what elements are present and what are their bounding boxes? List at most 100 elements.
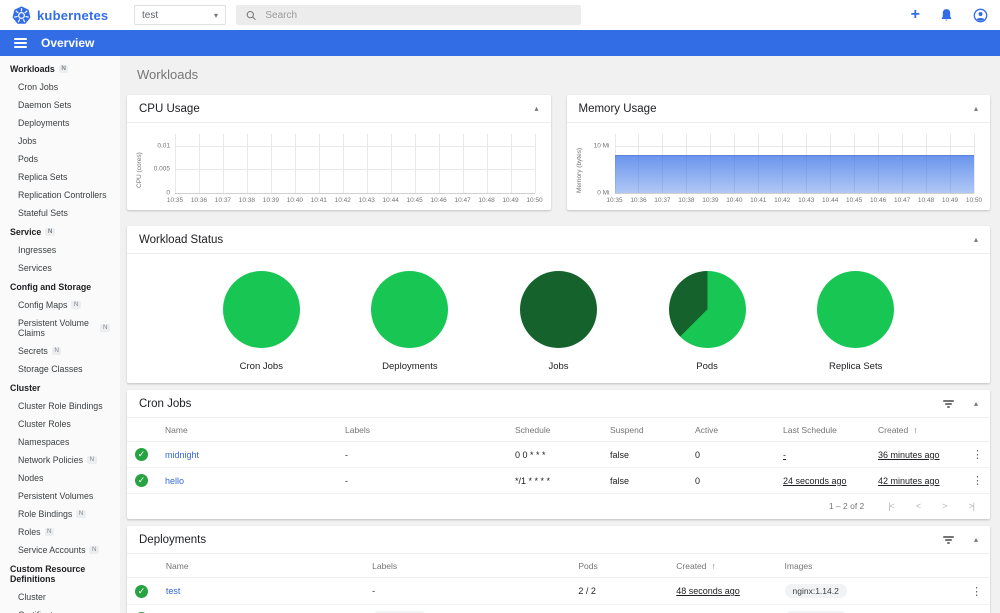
column-header-empty bbox=[963, 554, 990, 578]
filter-icon[interactable] bbox=[941, 534, 956, 545]
relative-time-link[interactable]: - bbox=[783, 449, 786, 460]
pie-chart[interactable] bbox=[222, 271, 300, 348]
sidebar-item-certificate[interactable]: Certificate bbox=[0, 606, 120, 613]
sidebar-item-persistent-volume-claims[interactable]: Persistent Volume Claims N bbox=[0, 314, 120, 342]
pie-chart[interactable] bbox=[519, 271, 597, 348]
sidebar-item-replication-controllers[interactable]: Replication Controllers bbox=[0, 186, 120, 204]
sidebar-item-jobs[interactable]: Jobs bbox=[0, 132, 120, 150]
sidebar-item-roles[interactable]: Roles N bbox=[0, 523, 120, 541]
filter-icon[interactable] bbox=[941, 398, 956, 409]
sidebar-item-deployments[interactable]: Deployments bbox=[0, 114, 120, 132]
card-title: Workload Status bbox=[139, 234, 224, 246]
sidebar-item-network-policies[interactable]: Network Policies N bbox=[0, 451, 120, 469]
cron-jobs-card: Cron Jobs ▴ Name Labels Schedule Suspend Act… bbox=[127, 390, 990, 519]
notifications-button[interactable] bbox=[940, 8, 953, 22]
row-actions-button[interactable]: ⋮ bbox=[971, 585, 983, 598]
sidebar-item-label: Services bbox=[18, 263, 52, 273]
table-row: ✓ midnight -0 0 * * * false 0-36 minutes ago… bbox=[127, 441, 990, 468]
collapse-icon[interactable]: ▴ bbox=[973, 235, 978, 244]
column-header-created[interactable]: Created ↑ bbox=[870, 418, 964, 442]
sidebar-item-daemon-sets[interactable]: Daemon Sets bbox=[0, 96, 120, 114]
sidebar-item-services[interactable]: Services bbox=[0, 259, 120, 277]
relative-time-link[interactable]: 36 minutes ago bbox=[878, 449, 940, 460]
search-input[interactable] bbox=[265, 9, 571, 21]
column-header-suspend[interactable]: Suspend bbox=[602, 418, 687, 442]
sidebar-item-config-maps[interactable]: Config Maps N bbox=[0, 296, 120, 314]
pagination-prev-button[interactable]: < bbox=[915, 501, 921, 511]
sidebar-item-replica-sets[interactable]: Replica Sets bbox=[0, 168, 120, 186]
workload-status-pies: Cron Jobs Deployments Jobs Pods Replica Sets bbox=[127, 254, 990, 372]
sidebar-section-config-and-storage[interactable]: Config and Storage bbox=[0, 277, 120, 296]
row-actions-button[interactable]: ⋮ bbox=[972, 475, 983, 487]
pie-chart[interactable] bbox=[371, 271, 449, 348]
sidebar-item-cluster[interactable]: Cluster bbox=[0, 588, 120, 606]
pie-label: Deployments bbox=[382, 361, 438, 372]
card-title: Memory Usage bbox=[578, 103, 657, 115]
pagination-next-button[interactable]: > bbox=[942, 501, 947, 511]
hamburger-menu-button[interactable] bbox=[14, 38, 27, 48]
label-chip: app: nginx bbox=[372, 611, 428, 613]
relative-time-link[interactable]: 42 minutes ago bbox=[878, 475, 940, 486]
kubernetes-logo[interactable]: kubernetes bbox=[12, 5, 124, 25]
gridline-vertical bbox=[462, 134, 464, 193]
sidebar-item-role-bindings[interactable]: Role Bindings N bbox=[0, 505, 120, 523]
sidebar-item-cluster-role-bindings[interactable]: Cluster Role Bindings bbox=[0, 397, 120, 415]
column-header-name[interactable]: Name bbox=[157, 418, 337, 442]
sidebar-item-label: Cluster Roles bbox=[18, 419, 71, 429]
sidebar-section-service[interactable]: Service N bbox=[0, 222, 120, 241]
column-header-active[interactable]: Active bbox=[687, 418, 775, 442]
column-header-schedule[interactable]: Schedule bbox=[507, 418, 602, 442]
sidebar-item-secrets[interactable]: Secrets N bbox=[0, 342, 120, 360]
column-header-images[interactable]: Images bbox=[776, 554, 964, 578]
resource-name-link[interactable]: midnight bbox=[165, 449, 200, 460]
sidebar-item-cluster-roles[interactable]: Cluster Roles bbox=[0, 415, 120, 433]
pie-chart[interactable] bbox=[817, 271, 895, 348]
column-header-pods[interactable]: Pods bbox=[570, 554, 669, 578]
pagination-first-button[interactable]: |< bbox=[888, 501, 895, 511]
relative-time-link[interactable]: 48 seconds ago bbox=[676, 586, 740, 596]
collapse-icon[interactable]: ▴ bbox=[973, 104, 978, 113]
sidebar-item-stateful-sets[interactable]: Stateful Sets bbox=[0, 204, 120, 222]
pagination-last-button[interactable]: >| bbox=[968, 501, 975, 511]
sidebar-item-cron-jobs[interactable]: Cron Jobs bbox=[0, 78, 120, 96]
namespaced-badge: N bbox=[100, 323, 110, 333]
collapse-icon[interactable]: ▴ bbox=[534, 104, 539, 113]
pie-chart[interactable] bbox=[668, 271, 746, 348]
column-header-name[interactable]: Name bbox=[157, 554, 365, 578]
resource-name-link[interactable]: test bbox=[165, 586, 181, 596]
sidebar-item-ingresses[interactable]: Ingresses bbox=[0, 241, 120, 259]
sidebar-section-custom-resource-definitions[interactable]: Custom Resource Definitions bbox=[0, 559, 120, 588]
x-axis-tick: 10:43 bbox=[798, 197, 815, 204]
column-header-last-schedule[interactable]: Last Schedule bbox=[775, 418, 870, 442]
column-header-labels[interactable]: Labels bbox=[364, 554, 571, 578]
search-bar[interactable] bbox=[236, 5, 581, 25]
sidebar-item-persistent-volumes[interactable]: Persistent Volumes bbox=[0, 487, 120, 505]
namespace-selector[interactable]: test ▾ bbox=[134, 5, 226, 25]
sidebar-item-pods[interactable]: Pods bbox=[0, 150, 120, 168]
create-resource-button[interactable]: + bbox=[910, 6, 920, 23]
sidebar-item-namespaces[interactable]: Namespaces bbox=[0, 433, 120, 451]
sidebar-item-nodes[interactable]: Nodes bbox=[0, 469, 120, 487]
page-title: Workloads bbox=[137, 67, 199, 82]
x-axis-tick: 10:47 bbox=[893, 197, 911, 204]
sidebar-item-label: Secrets bbox=[18, 346, 48, 356]
sidebar-item-storage-classes[interactable]: Storage Classes bbox=[0, 360, 120, 378]
gridline-vertical bbox=[222, 134, 224, 193]
collapse-icon[interactable]: ▴ bbox=[973, 534, 978, 544]
row-actions-button[interactable]: ⋮ bbox=[972, 449, 983, 461]
sidebar-section-workloads[interactable]: Workloads N bbox=[0, 59, 120, 78]
sidebar-section-cluster[interactable]: Cluster bbox=[0, 378, 120, 397]
resource-name-link[interactable]: hello bbox=[165, 475, 185, 486]
cell-pods: 3 / 3 bbox=[570, 604, 669, 613]
namespaced-badge: N bbox=[89, 545, 100, 555]
sidebar-section-label: Config and Storage bbox=[10, 282, 92, 292]
column-header-created[interactable]: Created ↑ bbox=[668, 554, 777, 578]
relative-time-link[interactable]: 24 seconds ago bbox=[783, 475, 847, 486]
column-header-labels[interactable]: Labels bbox=[337, 418, 507, 442]
collapse-icon[interactable]: ▴ bbox=[973, 398, 978, 408]
user-icon bbox=[973, 8, 988, 22]
sidebar-item-service-accounts[interactable]: Service Accounts N bbox=[0, 541, 120, 559]
namespaced-badge: N bbox=[71, 300, 81, 310]
account-button[interactable] bbox=[973, 8, 988, 23]
sidebar-section-label: Service bbox=[10, 227, 42, 237]
